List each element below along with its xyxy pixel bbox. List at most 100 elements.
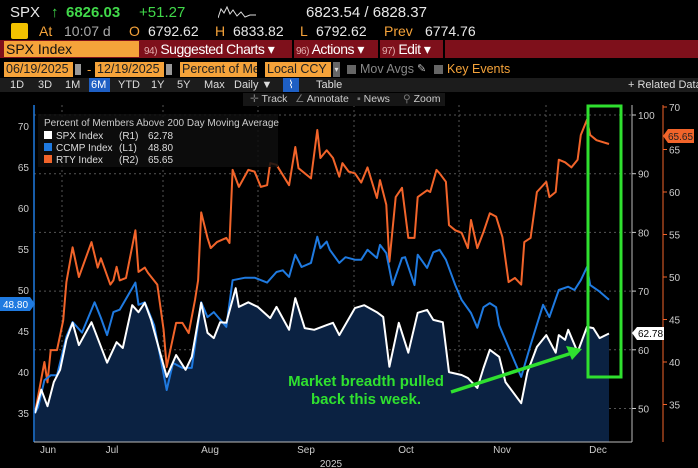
track-button[interactable]: ✛ Track	[250, 93, 287, 106]
divider	[378, 40, 380, 58]
spx-last-value: 62.78	[638, 329, 663, 340]
y-tick-label-r2: 45	[669, 316, 681, 327]
frequency-select[interactable]: Daily ▼	[234, 79, 273, 91]
security-input[interactable]: SPX Index	[4, 41, 139, 57]
rty-last-value: 65.65	[668, 132, 693, 143]
period-1d[interactable]: 1D	[10, 79, 25, 91]
news-icon: ▪	[357, 93, 361, 105]
last-price: 6826.03	[66, 4, 121, 21]
net-change: +51.27	[139, 4, 186, 21]
series-lines	[34, 118, 610, 414]
mov-avgs-label: Mov Avgs	[360, 62, 414, 76]
axes: 35 40 45 50 55 60 65 70 50 60 70 80 90 100 35 40 45 50 55 6…	[18, 103, 681, 456]
low-value: 6792.62	[316, 23, 367, 39]
start-date-input[interactable]: 06/19/2025	[4, 62, 73, 77]
y-tick-label-r2: 65	[669, 146, 681, 157]
currency-select[interactable]: Local CCY	[265, 62, 331, 77]
y-tick-label-r2: 35	[669, 401, 681, 412]
pen-icon: ∠	[295, 93, 305, 105]
zoom-button[interactable]: ⚲ Zoom	[403, 93, 440, 106]
annotate-button[interactable]: ∠ Annotate	[295, 93, 349, 106]
command-bar	[0, 40, 698, 58]
legend-rty-name: RTY Index	[56, 155, 103, 166]
high-label: H	[215, 23, 226, 39]
legend-swatch-rty	[44, 155, 52, 163]
menu-label: Actions ▾	[311, 41, 365, 57]
y-tick-label-r2: 50	[669, 273, 681, 284]
y-tick-label-l1: 40	[18, 368, 30, 379]
annotation-line-1: Market breadth pulled	[288, 373, 444, 390]
field-select[interactable]: Percent of Me	[180, 62, 257, 77]
chevron-down-icon[interactable]: ▾	[333, 62, 340, 77]
legend-rty-value: 65.65	[148, 155, 173, 166]
y-tick-label-r1: 70	[638, 287, 650, 298]
up-arrow-icon: ↑	[51, 4, 59, 21]
legend-rty-axis: (R2)	[119, 155, 138, 166]
highlight-box	[586, 104, 623, 379]
open-value: 6792.62	[148, 23, 199, 39]
table-button[interactable]: Table	[316, 79, 343, 91]
news-button[interactable]: ▪ News	[357, 93, 390, 106]
ccmp-last-tag: 48.80	[0, 297, 35, 311]
x-tick-label: Dec	[589, 445, 607, 456]
y-tick-label-r1: 60	[638, 346, 650, 357]
menu-number: 96)	[296, 46, 309, 57]
period-bar	[0, 78, 698, 92]
legend-ccmp-axis: (L1)	[119, 143, 137, 154]
y-tick-label-r2: 70	[669, 103, 681, 114]
ticker: SPX	[10, 4, 41, 21]
calendar-icon[interactable]	[166, 64, 172, 75]
date-separator: -	[87, 62, 92, 77]
period-1m[interactable]: 1M	[65, 79, 81, 91]
calendar-icon[interactable]	[75, 64, 81, 75]
rty-last-tag: 65.65	[663, 129, 694, 143]
y-tick-label-r1: 100	[638, 111, 655, 122]
pencil-icon[interactable]: ✎	[417, 63, 427, 75]
y-tick-label-l1: 45	[18, 327, 30, 338]
realtime-icon[interactable]	[11, 23, 28, 39]
legend-ccmp-name: CCMP Index	[56, 143, 113, 154]
annotate-label: Annotate	[306, 93, 349, 105]
bid-ask: 6823.54 / 6828.37	[306, 4, 427, 21]
menu-number: 94)	[144, 46, 157, 57]
period-ytd[interactable]: YTD	[118, 79, 140, 91]
y-tick-label-l1: 50	[18, 286, 30, 297]
menu-actions[interactable]: 96) Actions ▾	[296, 41, 364, 60]
annotation-line-2: back this week.	[311, 391, 421, 408]
track-label: Track	[261, 93, 288, 105]
quote-time: 10:07 d	[64, 23, 111, 39]
period-5y[interactable]: 5Y	[177, 79, 191, 91]
related-data-button[interactable]: + Related Data	[628, 79, 698, 91]
x-tick-label: Jun	[40, 445, 56, 456]
prev-value: 6774.76	[425, 23, 476, 39]
period-6m[interactable]: 6M	[89, 78, 110, 92]
series-line-rty-index	[34, 118, 610, 414]
y-tick-label-r1: 80	[638, 228, 650, 239]
period-max[interactable]: Max	[204, 79, 225, 91]
menu-label: Edit ▾	[398, 41, 431, 57]
at-label: At	[39, 23, 53, 39]
menu-suggested-charts[interactable]: 94) Suggested Charts ▾	[144, 41, 275, 60]
y-tick-label-r1: 90	[638, 170, 650, 181]
key-events-label: Key Events	[447, 62, 511, 76]
line-chart-icon[interactable]: ⌇	[283, 78, 299, 92]
crosshair-icon: ✛	[250, 93, 259, 105]
key-events-checkbox[interactable]	[434, 65, 443, 74]
ccmp-last-value: 48.80	[3, 300, 28, 311]
y-tick-label-l1: 65	[18, 163, 30, 174]
legend: Percent of Members Above 200 Day Moving …	[38, 114, 279, 167]
y-tick-label-r2: 40	[669, 358, 681, 369]
period-3d[interactable]: 3D	[38, 79, 53, 91]
menu-edit[interactable]: 97) Edit ▾	[382, 41, 431, 60]
y-tick-label-l1: 55	[18, 245, 30, 256]
legend-swatch-ccmp	[44, 143, 52, 151]
spx-area-fill	[35, 288, 609, 442]
divider	[443, 40, 445, 58]
period-1y[interactable]: 1Y	[151, 79, 165, 91]
y-tick-label-l1: 70	[18, 122, 30, 133]
mov-avgs-checkbox[interactable]	[347, 65, 356, 74]
y-tick-label-l1: 60	[18, 204, 30, 215]
y-tick-label-r1: 50	[638, 405, 650, 416]
end-date-input[interactable]: 12/19/2025	[95, 62, 164, 77]
open-label: O	[129, 23, 140, 39]
